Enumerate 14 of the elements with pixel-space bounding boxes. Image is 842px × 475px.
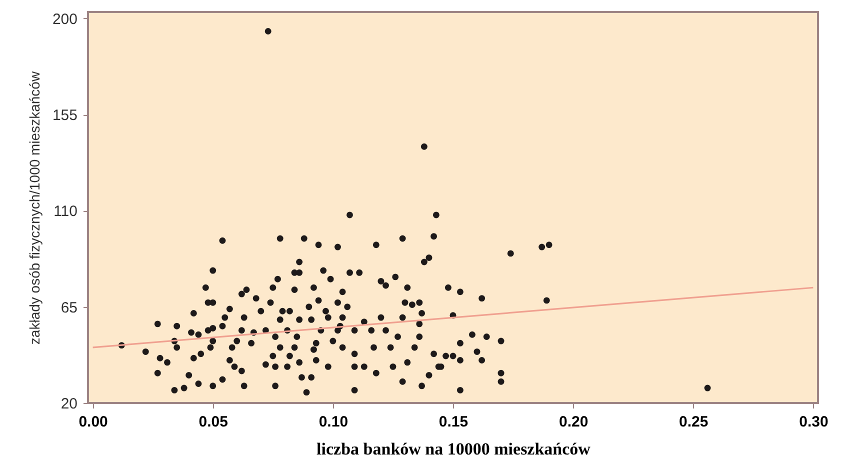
y-tick-label: 200 — [52, 10, 78, 28]
y-tick-label: 155 — [52, 107, 78, 124]
x-tick-label: 0.20 — [558, 414, 588, 430]
y-tick-label: 20 — [60, 396, 78, 412]
x-tick-label: 0.05 — [198, 414, 228, 430]
x-tick-label: 0.00 — [78, 414, 108, 430]
y-tick-label: 110 — [54, 203, 78, 220]
y-tick-label: 65 — [60, 299, 78, 316]
x-axis-title: liczba banków na 10000 mieszkańców — [316, 440, 592, 458]
x-tick-label: 0.10 — [318, 414, 348, 430]
x-tick-label: 0.30 — [799, 414, 828, 430]
x-tick-label: 0.25 — [679, 414, 708, 430]
x-tick-label: 0.15 — [438, 414, 468, 430]
y-axis-title: zakłady osób fizycznych/1000 mieszkańców — [26, 70, 42, 345]
